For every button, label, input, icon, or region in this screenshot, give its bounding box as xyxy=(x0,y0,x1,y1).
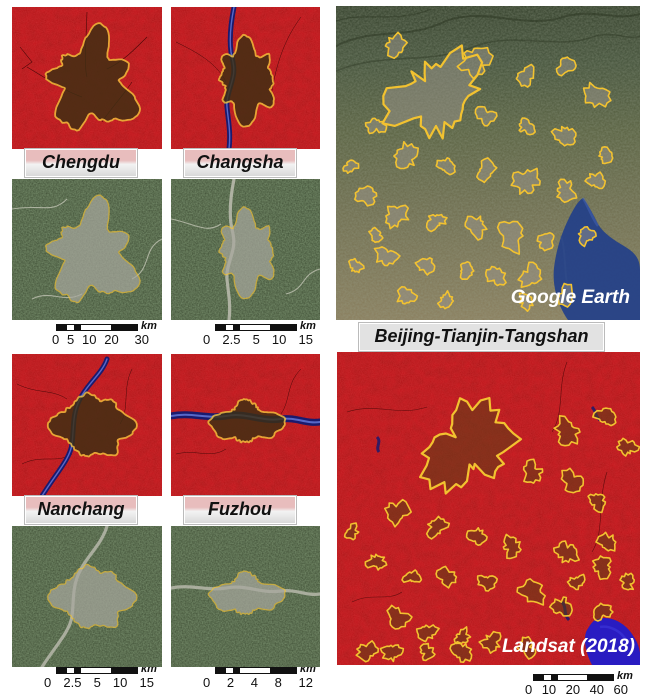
svg-text:Google Earth: Google Earth xyxy=(511,287,630,308)
svg-text:Landsat (2018): Landsat (2018) xyxy=(502,636,635,657)
